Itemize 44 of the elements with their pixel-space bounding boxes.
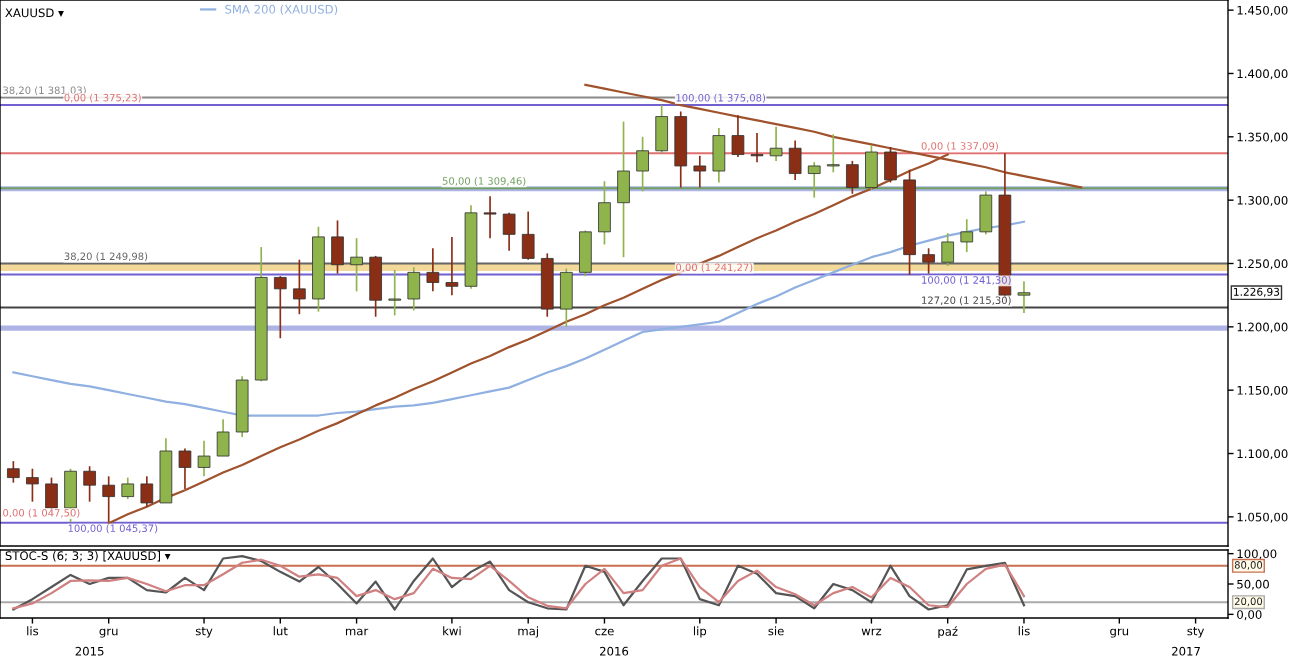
candlestick — [865, 144, 878, 191]
candlestick — [579, 229, 592, 278]
candlestick — [445, 236, 459, 297]
candlestick — [788, 139, 802, 181]
candlestick — [960, 218, 974, 253]
candlestick — [693, 154, 707, 189]
candlestick — [388, 268, 402, 317]
candlestick — [407, 266, 421, 312]
candlestick — [941, 232, 955, 267]
candlestick — [712, 127, 726, 184]
candlestick — [7, 460, 20, 484]
candlestick — [83, 465, 96, 503]
candlestick — [331, 219, 344, 275]
candlestick — [102, 475, 116, 523]
candlestick — [369, 255, 382, 318]
candlestick — [922, 247, 935, 275]
candlestick — [636, 135, 649, 193]
candlestick — [140, 475, 154, 508]
candlestick — [197, 440, 211, 478]
candlestick — [121, 476, 135, 500]
candlestick — [731, 114, 745, 158]
candlestick — [178, 447, 192, 490]
candlestick — [807, 161, 821, 199]
candlestick — [979, 190, 993, 236]
candlestick — [521, 210, 535, 261]
candlestick — [1017, 280, 1031, 314]
candlestick — [560, 267, 573, 328]
candlestick — [426, 247, 440, 293]
candlestick — [293, 258, 306, 316]
candlestick — [617, 120, 630, 258]
candlestick — [826, 133, 840, 174]
candlestick — [655, 104, 668, 155]
line-series — [12, 220, 1026, 417]
candlestick — [273, 275, 287, 340]
candlestick — [750, 132, 764, 163]
candlestick — [769, 125, 783, 162]
candlestick — [846, 160, 859, 195]
candlestick — [483, 195, 497, 239]
candlestick — [216, 418, 230, 457]
candlestick — [350, 237, 363, 293]
candlestick — [598, 180, 611, 246]
candlestick — [884, 146, 897, 184]
candlestick — [502, 211, 516, 252]
candlestick — [26, 467, 39, 503]
